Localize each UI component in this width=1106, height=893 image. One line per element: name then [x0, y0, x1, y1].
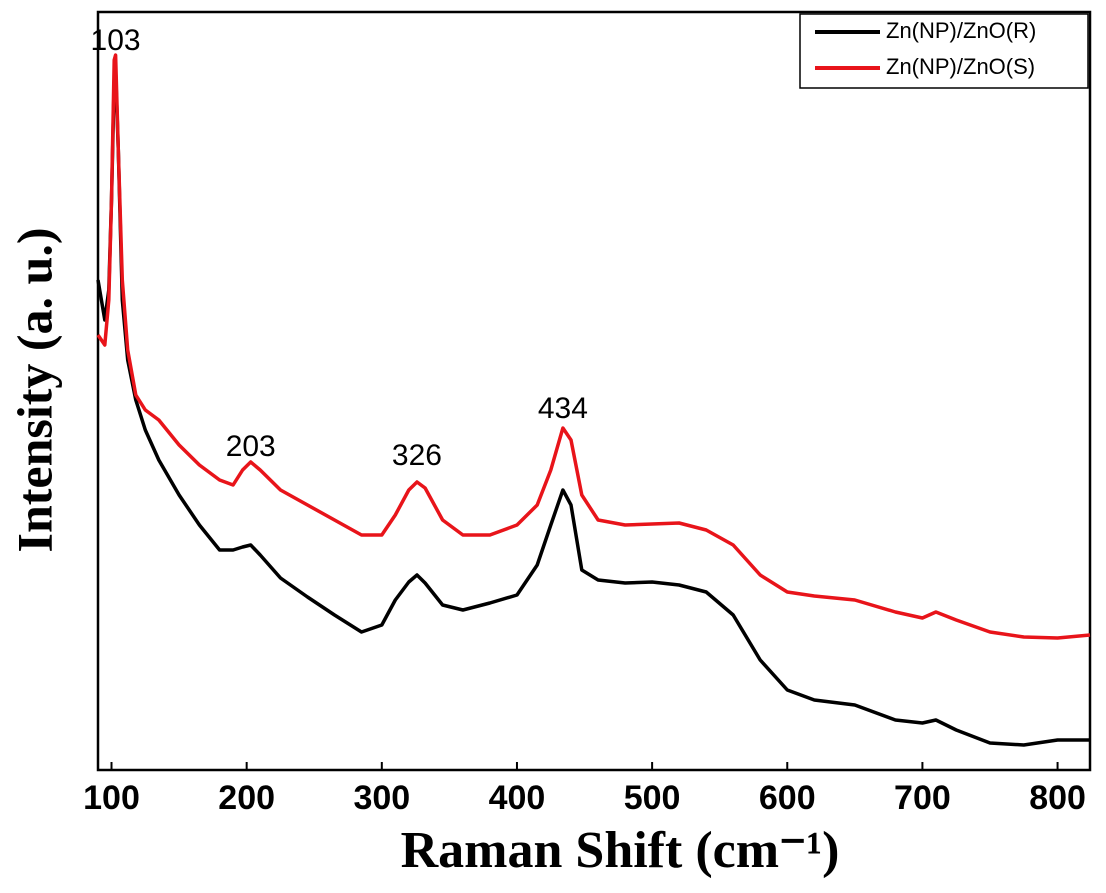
peak-label: 203: [226, 430, 276, 463]
peak-label: 434: [538, 392, 588, 425]
peak-label: 326: [392, 439, 442, 472]
x-tick-label: 100: [83, 779, 140, 817]
x-tick-label: 400: [489, 779, 546, 817]
x-tick-label: 600: [759, 779, 816, 817]
legend-label: Zn(NP)/ZnO(S): [886, 54, 1035, 79]
legend-label: Zn(NP)/ZnO(R): [886, 18, 1036, 43]
x-axis-label: Raman Shift (cm⁻¹): [401, 822, 840, 879]
x-tick-label: 700: [894, 779, 951, 817]
peak-label: 103: [91, 24, 141, 57]
x-tick-label: 500: [624, 779, 681, 817]
plot-frame: [96, 10, 1092, 772]
data-line: [96, 53, 1091, 640]
y-axis-label: Intensity (a. u.): [6, 227, 62, 552]
x-tick-label: 200: [218, 779, 275, 817]
x-tick-label: 300: [353, 779, 410, 817]
data-line: [96, 68, 1090, 747]
legend-box: [799, 13, 1089, 89]
x-tick-label: 800: [1029, 779, 1086, 817]
